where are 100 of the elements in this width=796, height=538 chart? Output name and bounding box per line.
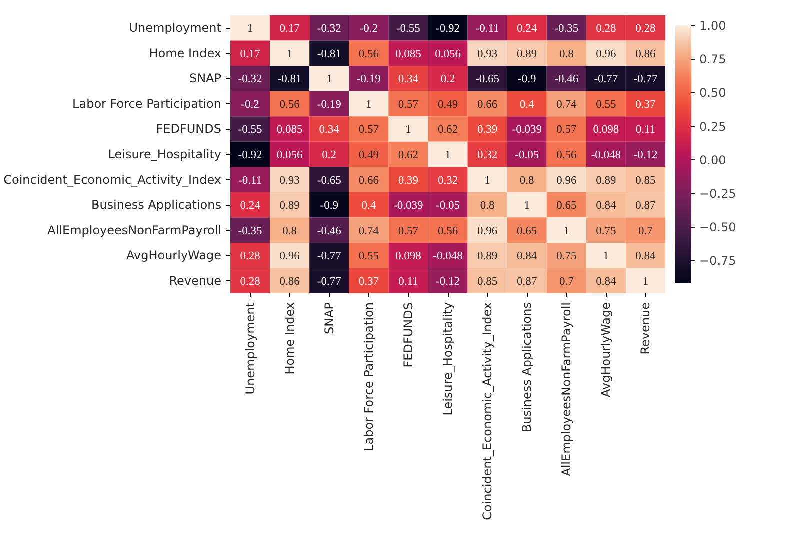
data-label: 1 [366,98,372,111]
data-label: 0.11 [398,276,419,288]
data-label: -0.35 [238,225,262,238]
data-label: -0.65 [476,74,500,86]
data-label: 0.32 [477,150,498,162]
data-label: -0.77 [634,74,658,86]
data-label: 0.84 [636,250,656,263]
data-label: 1 [247,23,254,36]
y-tick-label: AllEmployeesNonFarmPayroll [48,223,222,238]
data-label: 0.49 [358,150,380,162]
data-label: 0.86 [636,48,656,60]
data-label: 0.96 [280,250,300,263]
data-label: -0.81 [278,74,302,86]
data-label: 0.55 [358,250,380,263]
y-tick-label: AvgHourlyWage [126,248,222,263]
data-label: 1 [642,276,649,288]
data-label: -0.2 [241,98,260,111]
data-label: -0.11 [476,23,500,36]
data-label: 0.4 [520,98,535,111]
color-bar-label: 0.00 [700,153,726,168]
data-label: -0.81 [317,48,342,60]
data-label: -0.12 [436,276,460,288]
data-label: 0.098 [396,250,422,263]
data-label: 0.085 [396,48,422,60]
data-label: -0.77 [594,74,618,86]
data-label: 0.89 [596,174,616,187]
data-label: 0.65 [556,200,577,212]
color-bar-label: 0.50 [700,86,726,100]
data-label: -0.46 [317,225,342,238]
color-bar-label: −0.25 [700,186,736,201]
data-label: 0.84 [596,200,616,212]
data-label: 0.39 [477,124,498,136]
data-label: -0.92 [436,23,460,36]
data-label: 0.57 [398,225,419,238]
color-bar-label: −0.75 [700,254,736,268]
data-label: 0.17 [240,48,261,60]
data-label: 0.34 [319,124,340,136]
data-label: 0.8 [520,174,535,187]
data-label: 1 [286,48,293,60]
data-label: -0.048 [591,150,622,162]
data-label: -0.9 [320,200,339,212]
data-label: -0.35 [554,23,579,36]
data-label: 1 [326,74,332,86]
data-label: 0.96 [477,225,498,238]
data-label: 0.66 [358,174,380,187]
data-label: -0.46 [554,74,579,86]
data-label: -0.05 [515,150,540,162]
data-label: 1 [524,200,530,212]
data-label: -0.2 [360,23,378,36]
data-label: 0.96 [556,174,577,187]
data-label: -0.77 [317,276,342,288]
data-label: 0.87 [636,200,656,212]
data-label: 0.085 [276,124,304,136]
y-tick-label: Revenue [169,274,222,288]
data-label: 0.34 [398,74,419,86]
y-tick-label: FEDFUNDS [156,122,222,136]
x-tick-label: AllEmployeesNonFarmPayroll [560,302,574,476]
data-label: 0.8 [559,48,574,60]
data-label: 0.84 [517,250,538,263]
data-label: 0.11 [636,124,656,136]
data-label: 0.24 [240,200,261,212]
data-label: 0.49 [438,98,458,111]
data-label: 0.32 [438,174,458,187]
x-tick-label: Revenue [638,302,653,355]
y-tick-label: Business Applications [91,198,222,212]
data-label: 0.056 [435,48,462,60]
data-label: 0.74 [358,225,380,238]
data-label: 0.62 [398,150,419,162]
data-label: 0.28 [240,250,261,263]
data-label: -0.11 [238,174,262,187]
y-tick-label: Coincident_Economic_Activity_Index [4,172,222,187]
data-label: 0.7 [559,276,574,288]
data-label: 1 [445,150,452,162]
data-label: 0.55 [596,98,616,111]
data-label: 0.96 [596,48,616,60]
data-label: 0.87 [517,276,538,288]
x-tick-label: FEDFUNDS [401,302,416,368]
y-tick-label: Leisure_Hospitality [108,148,222,162]
data-label: 0.098 [593,124,620,136]
data-label: 0.4 [362,200,376,212]
data-label: -0.55 [238,124,262,136]
y-tick-label: Home Index [149,46,222,60]
data-label: 0.93 [477,48,498,60]
color-bar-label: 1.00 [700,19,726,33]
x-tick-label: Business Applications [520,302,534,433]
color-bar-label: −0.50 [700,220,736,235]
x-tick-label: Leisure_Hospitality [441,302,455,416]
data-label: 0.56 [438,225,458,238]
data-label: -0.19 [317,98,342,111]
data-label: 0.37 [636,98,656,111]
x-tick-label: Home Index [282,302,297,375]
color-bar-label: 0.25 [700,120,726,134]
x-tick-label: Labor Force Participation [362,302,376,452]
data-label: 0.8 [480,200,495,212]
data-label: -0.32 [238,74,262,86]
y-tick-label: Labor Force Participation [72,96,222,111]
y-tick-label: Unemployment [129,21,222,36]
data-label: 0.89 [517,48,538,60]
data-label: 0.85 [636,174,656,187]
data-label: 0.8 [282,225,298,238]
